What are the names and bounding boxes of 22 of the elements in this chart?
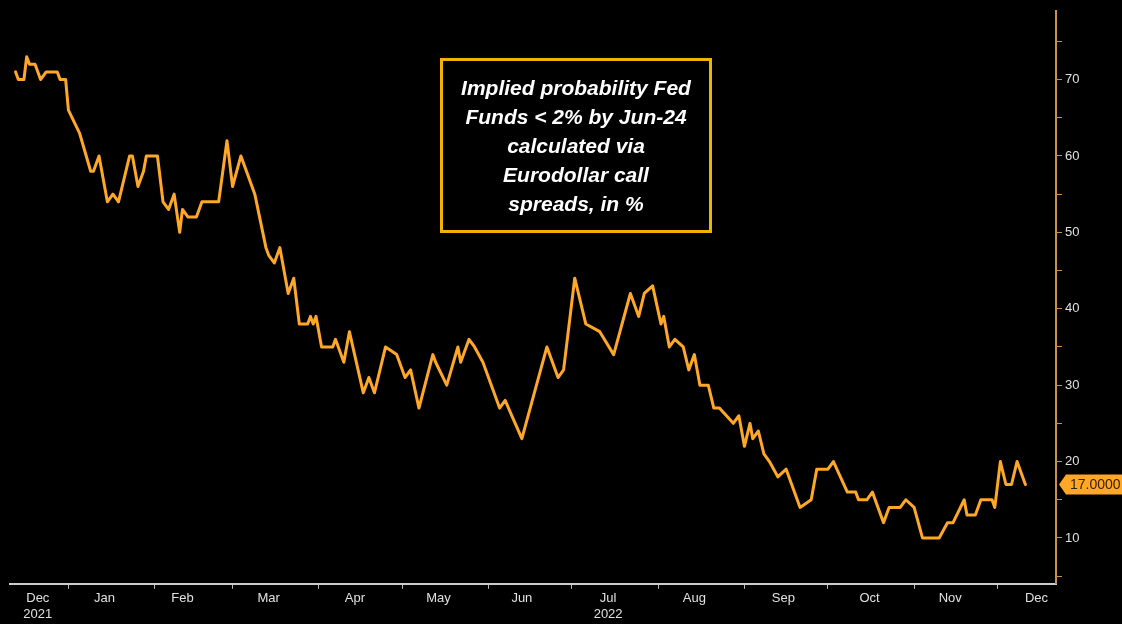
x-tick-label: Nov bbox=[938, 590, 963, 606]
x-tick-label: Jul 2022 bbox=[593, 590, 623, 621]
x-tick-label: Dec 2021 bbox=[23, 590, 53, 621]
x-tick-label: Dec bbox=[1024, 590, 1049, 606]
x-tick-label: Jun bbox=[511, 590, 533, 606]
y-tick-label: 70 bbox=[1065, 71, 1080, 87]
y-tick-label: 40 bbox=[1065, 300, 1080, 316]
text: 17.0000 bbox=[1070, 476, 1121, 493]
x-tick-label: Aug bbox=[682, 590, 706, 606]
x-tick-label: Apr bbox=[344, 590, 366, 606]
text: Implied probability Fed Funds < 2% by Jun-24 calculated via Eurodollar call spreads, in % bbox=[440, 58, 712, 233]
y-tick-label: 60 bbox=[1065, 147, 1080, 163]
x-tick-label: Mar bbox=[257, 590, 281, 606]
x-tick-label: May bbox=[426, 590, 452, 606]
y-tick-label: 20 bbox=[1065, 453, 1080, 469]
y-tick-label: 50 bbox=[1065, 223, 1080, 239]
y-tick-label: 10 bbox=[1065, 529, 1080, 545]
x-tick-label: Oct bbox=[859, 590, 881, 606]
y-tick-label: 30 bbox=[1065, 376, 1080, 392]
x-tick-label: Jan bbox=[94, 590, 116, 606]
x-tick-label: Feb bbox=[171, 590, 194, 606]
x-tick-label: Sep bbox=[771, 590, 795, 606]
